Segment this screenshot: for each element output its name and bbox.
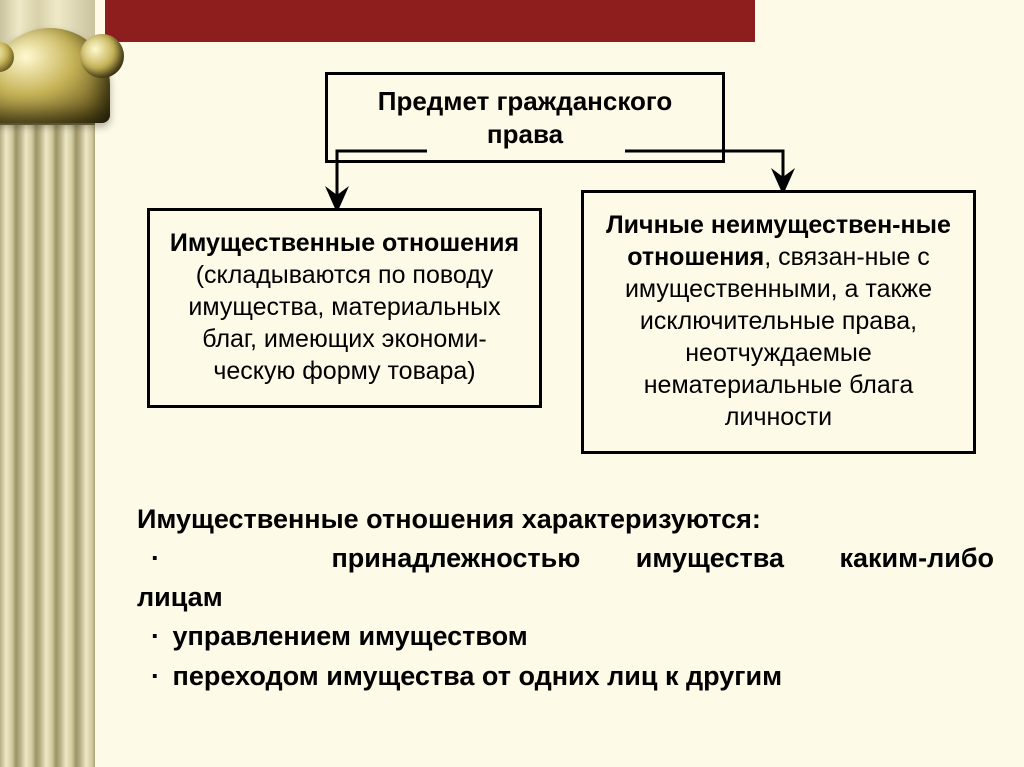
right-node-text: , связан-ные с имущественными, а также и… <box>625 243 932 431</box>
content-area: Предмет гражданского права Имущественные… <box>95 0 1024 767</box>
bullet-3: · переходом имущества от одних лиц к дру… <box>137 657 994 696</box>
diagram-right-node: Личные неимуществен-ные отношения, связа… <box>581 190 976 454</box>
decorative-column <box>0 0 95 767</box>
bullet-1-line2: лицам <box>137 578 994 617</box>
characteristics-heading: Имущественные отношения характеризуются: <box>137 500 994 539</box>
bullet-1-line1: · принадлежностью имущества каким-либо <box>137 539 994 578</box>
characteristics-block: Имущественные отношения характеризуются:… <box>137 500 994 696</box>
column-capital <box>0 28 110 123</box>
left-node-bold: Имущественные отношения <box>170 229 519 257</box>
diagram-title-text: Предмет гражданского права <box>378 86 673 149</box>
diagram-left-node: Имущественные отношения (складываются по… <box>147 208 542 408</box>
left-node-text: (складываются по поводу имущества, матер… <box>188 261 500 385</box>
bullet-2: · управлением имуществом <box>137 617 994 656</box>
column-shaft <box>0 122 95 767</box>
